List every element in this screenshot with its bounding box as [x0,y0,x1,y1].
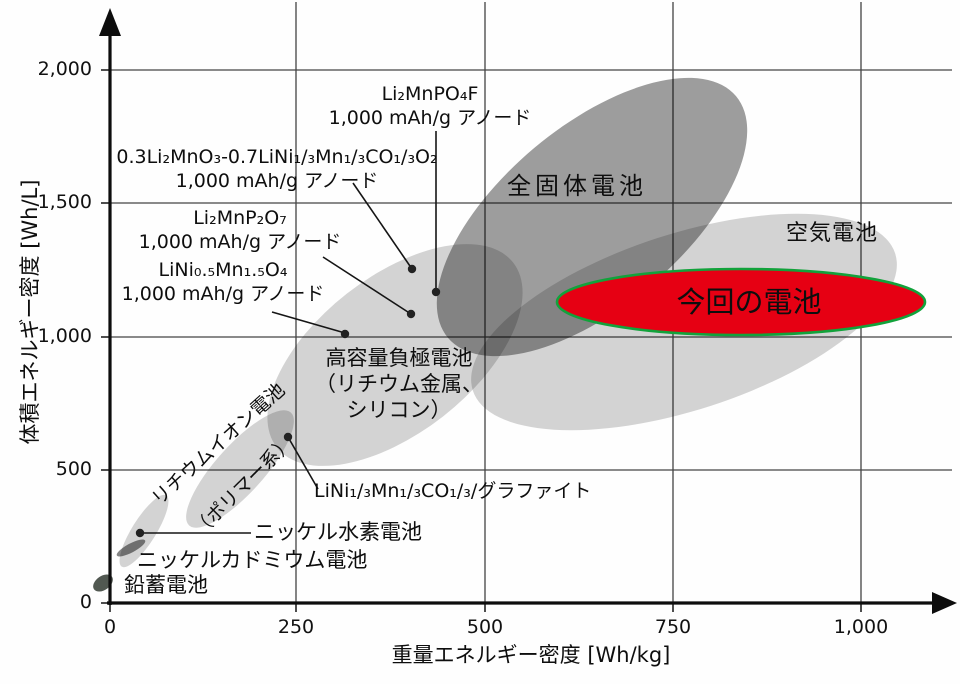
y-axis-title: 体積エネルギー密度 [Wh/L] [17,179,42,445]
label-li2mnp2o7: Li₂MnP₂O₇ 1,000 mAh/g アノード [138,207,342,253]
y-tick-label: 1,000 [37,325,92,347]
data-point-dot [407,264,417,274]
region-solid_state [436,77,748,357]
x-tick-label: 750 [654,616,692,638]
label-current-battery: 今回の電池 [676,285,822,320]
y-tick-label: 0 [79,591,92,613]
label-limno3-composite: 0.3Li₂MnO₃-0.7LiNi₁/₃Mn₁/₃CO₁/₃O₂ 1,000 … [116,146,438,192]
label-air-battery: 空気電池 [785,221,879,246]
region-nimh [119,494,169,568]
x-tick-label: 1,000 [833,616,889,638]
region-current [555,267,927,337]
label-high-capacity-anode-battery: 高容量負極電池 （リチウム金属、 シリコン） [315,346,483,423]
x-tick-label: 500 [466,616,504,638]
leader-line [322,256,412,315]
x-tick-label: 250 [277,616,315,638]
label-lini05mn15o4: LiNi₀.₅Mn₁.₅O₄ 1,000 mAh/g アノード [121,259,325,305]
label-lini13-graphite: LiNi₁/₃Mn₁/₃CO₁/₃/グラファイト [314,480,592,502]
region-anode [267,244,523,466]
x-axis-arrow [932,592,957,614]
data-point-dot [340,329,350,339]
y-axis-arrow [99,8,121,36]
data-point-dot [283,432,293,442]
region-nicd [116,539,146,557]
region-liion [186,410,294,528]
data-point-dot [406,309,416,319]
label-nickel-metal-hydride-battery: ニッケル水素電池 [254,520,422,544]
label-lead-acid-battery: 鉛蓄電池 [124,573,208,597]
leader-line [287,436,319,490]
y-tick-label: 2,000 [37,58,92,80]
data-point-dot [431,287,441,297]
label-all-solid-state-battery: 全固体電池 [507,172,647,200]
label-li2mnpo4f: Li₂MnPO₄F 1,000 mAh/g アノード [328,83,532,129]
y-tick-label: 1,500 [37,191,92,213]
leader-line [271,311,346,334]
data-point-dot [135,528,145,538]
x-axis-title: 重量エネルギー密度 [Wh/kg] [391,643,671,667]
leader-line [352,182,413,270]
y-tick-label: 500 [55,458,92,480]
label-nickel-cadmium-battery: ニッケルカドミウム電池 [137,548,368,572]
region-lead_acid [93,574,113,592]
x-tick-label: 0 [103,616,117,638]
